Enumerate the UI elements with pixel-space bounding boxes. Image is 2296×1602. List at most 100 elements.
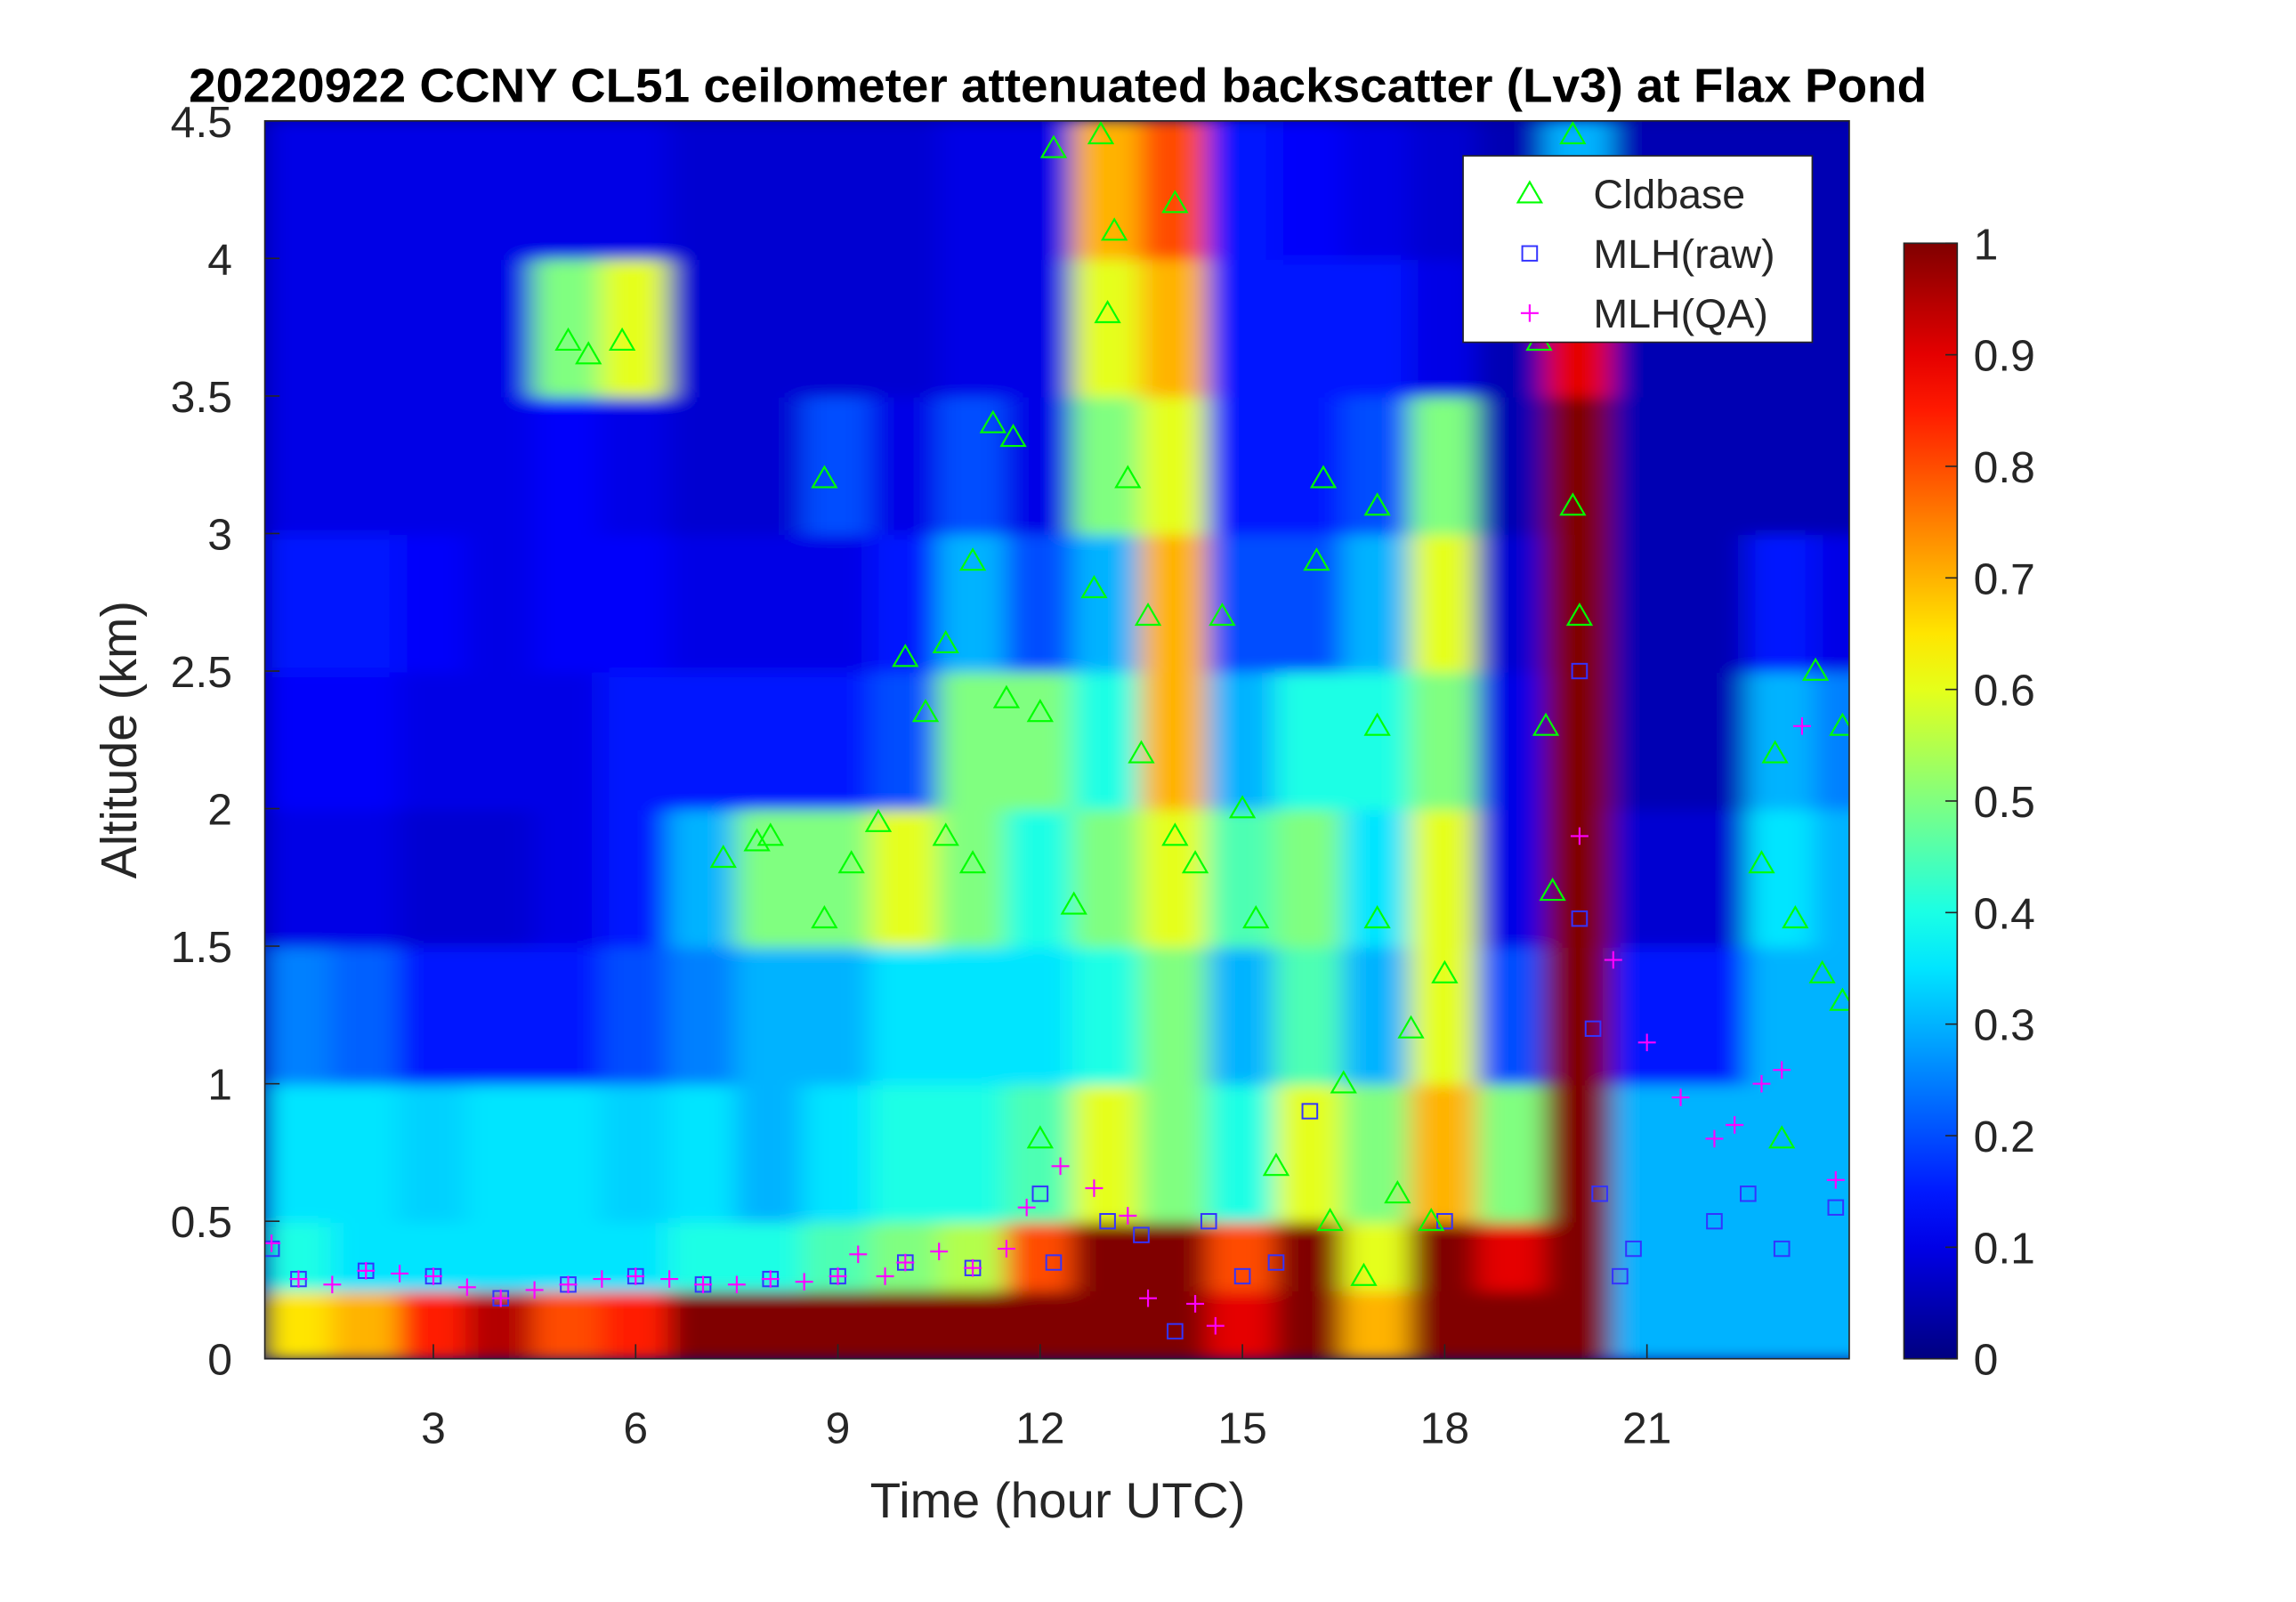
field-cell xyxy=(1005,256,1076,398)
field-cell xyxy=(330,256,401,398)
field-cell xyxy=(1544,1082,1615,1223)
field-cell xyxy=(1005,394,1076,536)
marker-plus xyxy=(559,1275,578,1294)
field-cell xyxy=(1814,256,1849,398)
field-cell xyxy=(1814,806,1849,948)
field-cell xyxy=(1207,531,1278,673)
field-cell xyxy=(937,1219,1008,1292)
field-cell xyxy=(667,669,739,811)
marker-square xyxy=(1200,1213,1217,1230)
field-cell xyxy=(1678,531,1750,673)
marker-plus xyxy=(1705,1129,1724,1148)
field-cell xyxy=(1005,120,1076,260)
marker-triangle xyxy=(575,341,602,365)
field-cell xyxy=(1612,1082,1683,1223)
field-cell xyxy=(1476,944,1548,1086)
field-cell xyxy=(398,394,469,536)
field-cell xyxy=(1409,806,1480,948)
field-cell xyxy=(532,1082,604,1223)
field-cell xyxy=(1476,1219,1548,1292)
field-cell xyxy=(1207,1082,1278,1223)
field-cell xyxy=(1612,669,1683,811)
field-cell xyxy=(1678,1082,1750,1223)
x-tick-label: 21 xyxy=(1622,1404,1671,1453)
field-cell xyxy=(1746,531,1817,673)
field-cell xyxy=(600,1082,671,1223)
colorbar-tick-label: 0.6 xyxy=(1974,667,2035,716)
field-cell xyxy=(1544,531,1615,673)
marker-triangle xyxy=(1748,850,1775,874)
field-cell xyxy=(869,669,941,811)
marker-triangle xyxy=(1808,959,1836,983)
field-cell xyxy=(1612,806,1683,948)
field-cell xyxy=(1678,394,1750,536)
field-cell xyxy=(937,944,1008,1086)
field-cell xyxy=(1342,669,1413,811)
field-cell xyxy=(1072,669,1144,811)
marker-plus xyxy=(1773,1061,1791,1080)
field-cell xyxy=(465,1082,537,1223)
field-cell xyxy=(1005,944,1076,1086)
field-cell xyxy=(735,256,806,398)
marker-triangle xyxy=(1209,602,1236,627)
marker-triangle xyxy=(1114,465,1142,489)
legend-label: MLH(raw) xyxy=(1593,231,1775,277)
marker-plus xyxy=(1604,951,1622,969)
field-cell xyxy=(465,256,537,398)
field-cell xyxy=(1678,1219,1750,1292)
backscatter-field xyxy=(264,120,1849,1359)
marker-triangle xyxy=(1161,190,1189,214)
marker-plus xyxy=(694,1275,712,1294)
field-cell xyxy=(1746,1082,1817,1223)
field-cell xyxy=(1814,1082,1849,1223)
x-axis: 3 6 9 12 15 18 21 xyxy=(421,1344,1671,1453)
field-cell xyxy=(1072,806,1144,948)
marker-square xyxy=(1612,1267,1629,1285)
field-cell xyxy=(869,531,941,673)
field-cell xyxy=(1544,394,1615,536)
field-cell xyxy=(667,1082,739,1223)
marker-plus xyxy=(424,1267,442,1285)
marker-plus xyxy=(1119,1207,1137,1225)
field-cell xyxy=(1005,669,1076,811)
marker-plus xyxy=(795,1273,813,1290)
marker-triangle xyxy=(979,409,1007,433)
marker-triangle xyxy=(1363,712,1391,736)
marker-triangle xyxy=(1101,217,1128,241)
field-cell xyxy=(1678,1288,1750,1359)
field-cell xyxy=(398,531,469,673)
colorbar-tick-label: 0.5 xyxy=(1974,778,2035,827)
field-cell xyxy=(1544,1288,1615,1359)
marker-square xyxy=(1571,662,1589,680)
field-cell xyxy=(1274,669,1346,811)
field-cell xyxy=(667,944,739,1086)
field-cell xyxy=(1544,669,1615,811)
field-cell xyxy=(802,394,874,536)
marker-triangle xyxy=(1161,822,1189,846)
marker-plus xyxy=(1792,717,1811,735)
field-cell xyxy=(1612,944,1683,1086)
marker-plus xyxy=(1726,1116,1744,1134)
marker-triangle xyxy=(1026,699,1054,723)
field-cell xyxy=(398,1082,469,1223)
x-tick-label: 3 xyxy=(421,1404,446,1453)
plot-frame xyxy=(263,120,1850,1360)
colorbar-tick-label: 0 xyxy=(1974,1336,1999,1385)
marker-plus xyxy=(1206,1316,1225,1335)
marker-triangle xyxy=(958,850,987,874)
field-cell xyxy=(465,394,537,536)
y-tick-label: 3.5 xyxy=(171,373,232,422)
field-cell xyxy=(1139,120,1210,260)
field-cell xyxy=(600,394,671,536)
y-tick-label: 2 xyxy=(207,786,232,835)
field-cell xyxy=(1072,1219,1144,1292)
marker-plus xyxy=(593,1270,611,1288)
field-cell xyxy=(330,1082,401,1223)
marker-triangle xyxy=(1829,987,1849,1011)
marker-triangle xyxy=(1262,1153,1290,1177)
marker-square xyxy=(1706,1213,1723,1230)
field-cell xyxy=(1342,531,1413,673)
field-cell xyxy=(398,120,469,260)
field-cell xyxy=(1746,1288,1817,1359)
